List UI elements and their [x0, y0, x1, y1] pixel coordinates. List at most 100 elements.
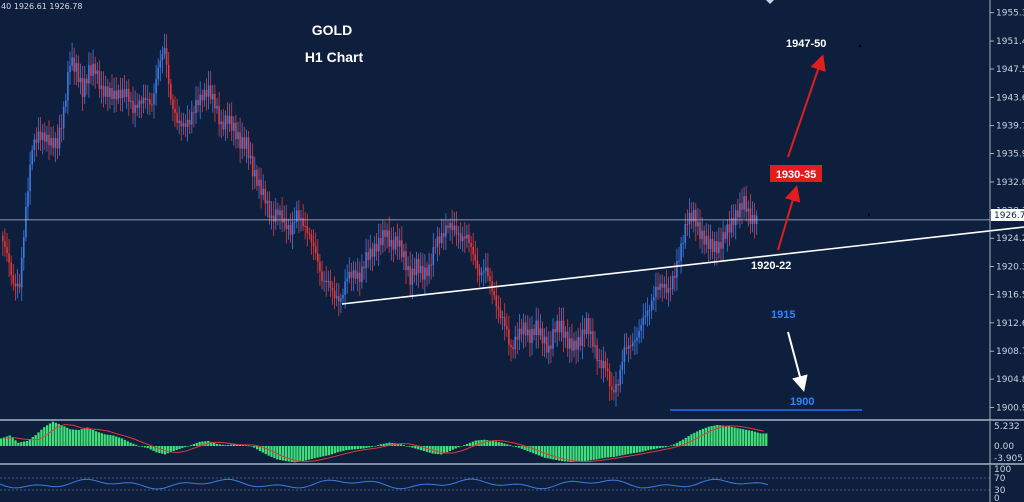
- oscillator-bar: [586, 446, 590, 461]
- candle-body: [722, 232, 724, 249]
- oscillator-bar: [310, 446, 313, 460]
- candle-body: [604, 361, 607, 369]
- candle-body: [506, 326, 508, 330]
- candle-body: [119, 89, 122, 99]
- oscillator-bar: [606, 446, 610, 458]
- oscillator-bar: [302, 446, 305, 462]
- candle-body: [464, 236, 466, 239]
- oscillator-bar: [494, 441, 498, 446]
- osc-tick-low: -3.905: [994, 454, 1023, 464]
- oscillator-bar: [678, 441, 682, 446]
- candle-body: [94, 63, 96, 75]
- candle-body: [413, 268, 416, 275]
- candle-body: [140, 100, 143, 104]
- oscillator-bar: [97, 432, 101, 446]
- candle-body: [365, 252, 367, 269]
- oscillator-bar: [60, 425, 63, 446]
- candle-body: [71, 57, 73, 66]
- candle-body: [669, 288, 672, 290]
- candle-body: [312, 242, 315, 247]
- candle-body: [178, 120, 180, 123]
- candle-body: [331, 288, 334, 291]
- oscillator-bar: [181, 446, 184, 449]
- oscillator-bar: [319, 446, 322, 457]
- candle-body: [272, 215, 275, 222]
- candle-body: [125, 88, 128, 97]
- oscillator-bar: [652, 446, 656, 450]
- oscillator-bar: [698, 430, 702, 446]
- candle-body: [92, 63, 94, 76]
- candle-body: [388, 230, 390, 247]
- candle-body: [411, 268, 414, 285]
- candle-body: [191, 112, 193, 125]
- candle-body: [520, 328, 523, 335]
- candle-body: [184, 123, 187, 127]
- candle-body: [466, 234, 468, 239]
- oscillator-bar: [744, 429, 748, 446]
- candle-body: [426, 267, 428, 277]
- candle-body: [228, 115, 231, 124]
- oscillator-bar: [371, 446, 374, 447]
- candle-body: [432, 247, 435, 266]
- candle-body: [50, 137, 52, 146]
- oscillator-bar: [497, 442, 500, 446]
- candle-body: [535, 320, 537, 336]
- arrow-to-1947: [787, 54, 826, 158]
- candle-body: [556, 320, 558, 333]
- oscillator-bar: [117, 437, 121, 446]
- oscillator-bar: [724, 425, 728, 446]
- candle-body: [392, 239, 395, 250]
- oscillator-bar: [583, 446, 587, 461]
- chart-subtitle: H1 Chart: [305, 49, 364, 65]
- candle-body: [650, 300, 653, 311]
- candle-body: [730, 218, 733, 233]
- price-tick-label: 1916.50: [996, 291, 1024, 301]
- candle-body: [695, 209, 697, 227]
- candle-body: [419, 265, 422, 274]
- candle-body: [371, 248, 374, 257]
- candle-body: [718, 241, 720, 254]
- oscillator-bar: [135, 444, 138, 446]
- oscillator-bar: [540, 446, 544, 457]
- oscillator-bar: [578, 446, 581, 462]
- oscillator-bar: [434, 446, 437, 454]
- oscillator-bar: [258, 446, 262, 452]
- oscillator-bar: [647, 446, 650, 451]
- candle-body: [39, 131, 42, 140]
- candle-body: [207, 85, 210, 97]
- candle-body: [165, 48, 168, 65]
- arrow-to-1930: [777, 185, 801, 251]
- candle-body: [115, 90, 117, 100]
- candle-body: [142, 97, 145, 104]
- candle-body: [705, 235, 708, 245]
- candle-body: [369, 248, 372, 260]
- oscillator-bar: [730, 426, 733, 446]
- candle-body: [180, 120, 183, 127]
- candle-body: [690, 212, 693, 222]
- oscillator-bar: [69, 429, 72, 446]
- candle-body: [403, 251, 405, 258]
- candle-body: [581, 329, 584, 346]
- oscillator-bar: [621, 446, 624, 456]
- candle-body: [2, 235, 4, 242]
- oscillator-bar: [517, 446, 521, 448]
- candle-body: [319, 261, 321, 272]
- candle-body: [342, 294, 344, 299]
- oscillator-bar: [454, 446, 457, 449]
- candle-body: [539, 328, 542, 336]
- oscillator-bar: [342, 446, 345, 451]
- oscillator-bar: [440, 446, 443, 455]
- oscillator-bar: [638, 446, 641, 453]
- oscillator-bar: [348, 446, 351, 450]
- candle-body: [562, 320, 565, 338]
- candle-body: [493, 291, 495, 296]
- oscillator-bar: [8, 435, 11, 446]
- oscillator-bar: [11, 437, 14, 446]
- candle-body: [451, 222, 453, 231]
- oscillator-bar: [514, 446, 518, 447]
- candle-body: [31, 149, 33, 165]
- candle-body: [58, 127, 61, 149]
- candle-body: [350, 271, 353, 278]
- price-tick-label: 1920.35: [996, 263, 1024, 273]
- candle-body: [195, 99, 197, 114]
